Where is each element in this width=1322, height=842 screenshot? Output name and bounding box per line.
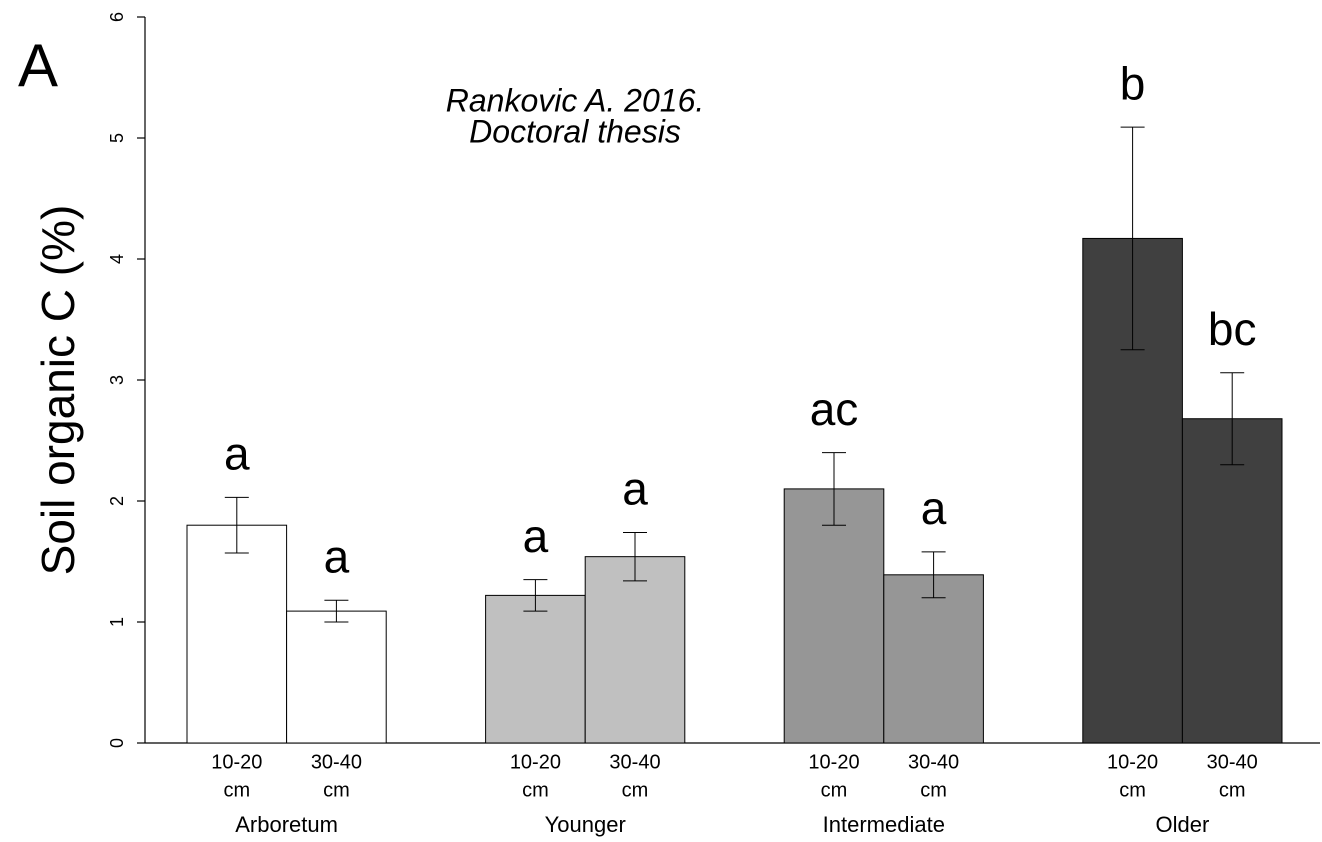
- bar: [485, 594, 586, 744]
- significance-letter: ac: [810, 383, 859, 435]
- bar: [883, 574, 984, 744]
- significance-letter: a: [622, 463, 648, 515]
- annotation: Doctoral thesis: [469, 113, 681, 149]
- significance-letter: a: [224, 428, 250, 480]
- group-label: Intermediate: [823, 812, 945, 837]
- x-tick-label: cm: [223, 779, 250, 801]
- x-tick-label: 30-40: [908, 751, 959, 773]
- bar: [186, 524, 288, 744]
- group-label: Arboretum: [235, 812, 338, 837]
- x-tick-label: 10-20: [1107, 751, 1158, 773]
- significance-letter: b: [1120, 57, 1146, 109]
- x-tick-label: 10-20: [808, 751, 859, 773]
- annotation: Rankovic A. 2016.: [446, 82, 705, 118]
- x-tick-label: 10-20: [510, 751, 561, 773]
- y-tick-label: 2: [107, 496, 127, 506]
- panel-label: A: [18, 32, 58, 99]
- y-tick-label: 5: [107, 133, 127, 143]
- x-tick-label: cm: [522, 779, 549, 801]
- y-tick-label: 4: [107, 254, 127, 264]
- bar: [783, 488, 885, 744]
- x-tick-label: cm: [622, 779, 649, 801]
- y-axis-label: Soil organic C (%): [32, 205, 84, 576]
- group-label: Younger: [545, 812, 626, 837]
- group-label: Older: [1156, 812, 1210, 837]
- bar: [1181, 418, 1283, 744]
- y-tick-label: 1: [107, 617, 127, 627]
- bar: [286, 610, 387, 744]
- x-tick-label: cm: [1219, 779, 1246, 801]
- x-tick-label: 30-40: [609, 751, 660, 773]
- x-tick-label: 10-20: [211, 751, 262, 773]
- significance-letter: a: [324, 530, 350, 582]
- x-tick-label: 30-40: [311, 751, 362, 773]
- y-tick-label: 0: [107, 738, 127, 748]
- x-tick-label: cm: [323, 779, 350, 801]
- x-tick-label: 30-40: [1207, 751, 1258, 773]
- bar: [584, 556, 686, 744]
- significance-letter: bc: [1208, 303, 1257, 355]
- x-tick-label: cm: [1119, 779, 1146, 801]
- y-tick-label: 3: [107, 375, 127, 385]
- significance-letter: a: [523, 510, 549, 562]
- y-tick-label: 6: [107, 12, 127, 22]
- significance-letter: a: [921, 482, 947, 534]
- x-tick-label: cm: [920, 779, 947, 801]
- x-tick-label: cm: [821, 779, 848, 801]
